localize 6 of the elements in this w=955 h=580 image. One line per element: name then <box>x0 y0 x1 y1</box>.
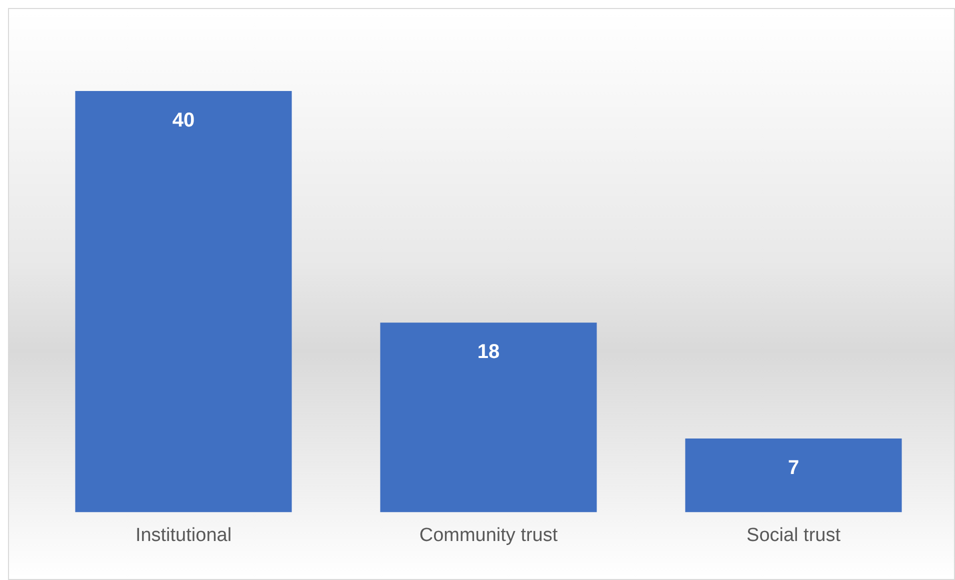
data-label: 18 <box>477 341 500 364</box>
data-label: 7 <box>788 457 800 480</box>
x-tick-label: Community trust <box>419 524 558 546</box>
x-tick-label: Social trust <box>746 524 842 546</box>
data-label: 40 <box>172 110 195 132</box>
x-tick-label: Institutional <box>135 524 232 546</box>
